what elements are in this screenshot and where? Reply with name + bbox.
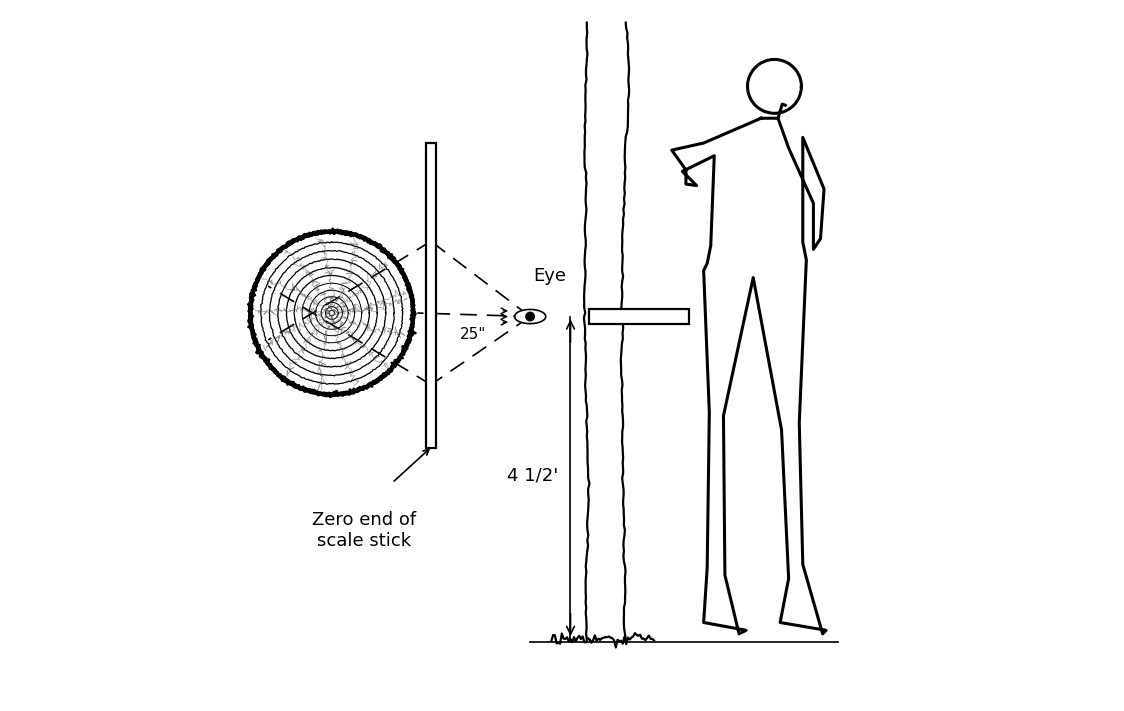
Circle shape (526, 312, 534, 321)
Text: Eye: Eye (534, 267, 566, 284)
Bar (426, 143, 436, 447)
Text: 4 1/2': 4 1/2' (507, 467, 559, 485)
Text: 25": 25" (461, 327, 487, 342)
Ellipse shape (515, 309, 546, 324)
Polygon shape (251, 232, 414, 395)
Text: Zero end of
scale stick: Zero end of scale stick (311, 511, 416, 550)
Bar (589, 309, 689, 324)
